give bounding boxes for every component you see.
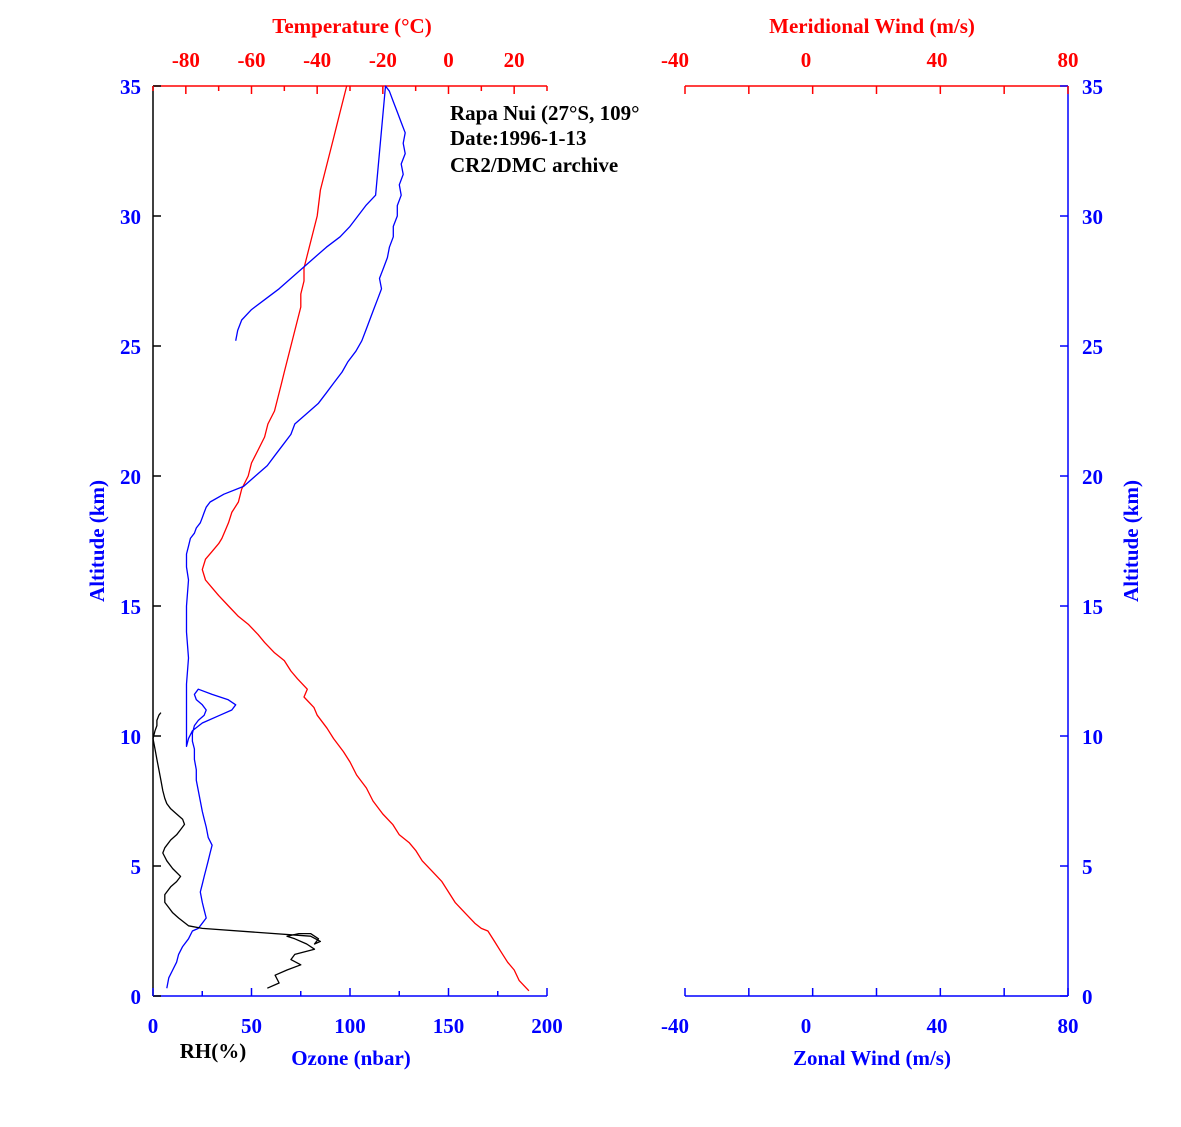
temperature-tick-label-1: -60	[238, 48, 266, 72]
left-altitude-tick-label-3: 15	[120, 595, 141, 619]
left-altitude-tick-label-7: 35	[120, 75, 141, 99]
zonal-tick-label-1: 0	[801, 1014, 812, 1038]
ozone-tick-label-1: 50	[241, 1014, 262, 1038]
rh-line	[152, 712, 322, 989]
right-altitude-tick-label-7: 35	[1082, 75, 1103, 99]
left-altitude-tick-label-0: 0	[131, 985, 142, 1009]
left-altitude-tick-label-1: 5	[131, 855, 142, 879]
zonal-tick-label-3: 80	[1058, 1014, 1079, 1038]
zonal-tick-label-2: 40	[927, 1014, 948, 1038]
left-panel: 0 5 10 15 20 25 30 35 -80 -60 -40 -20 0 20 0 50 100 150…	[85, 14, 640, 1070]
right-altitude-tick-label-4: 20	[1082, 465, 1103, 489]
meridional-tick-label-0: -40	[661, 48, 689, 72]
temperature-tick-label-3: -20	[369, 48, 397, 72]
meridional-tick-label-1: 0	[801, 48, 812, 72]
sounding-date: Date:1996-1-13	[450, 126, 586, 150]
right-altitude-tick-label-6: 30	[1082, 205, 1103, 229]
ozone-tick-label-3: 150	[433, 1014, 465, 1038]
left-altitude-tick-label-2: 10	[120, 725, 141, 749]
meridional-axis-title: Meridional Wind (m/s)	[769, 14, 975, 38]
temperature-tick-label-0: -80	[172, 48, 200, 72]
left-altitude-tick-label-5: 25	[120, 335, 141, 359]
data-archive: CR2/DMC archive	[450, 153, 618, 177]
station-name: Rapa Nui (27°S, 109°	[450, 101, 640, 125]
meridional-tick-label-3: 80	[1058, 48, 1079, 72]
left-altitude-tick-label-6: 30	[120, 205, 141, 229]
right-altitude-tick-label-0: 0	[1082, 985, 1093, 1009]
right-altitude-tick-label-3: 15	[1082, 595, 1103, 619]
right-altitude-tick-label-1: 5	[1082, 855, 1093, 879]
ozone-axis-title: Ozone (nbar)	[291, 1046, 411, 1070]
ozone-tick-label-4: 200	[531, 1014, 563, 1038]
ozone-line	[166, 85, 406, 989]
zonal-tick-label-0: -40	[661, 1014, 689, 1038]
ozone-tick-label-2: 100	[334, 1014, 366, 1038]
rh-axis-title: RH(%)	[180, 1039, 247, 1063]
temperature-tick-label-5: 20	[504, 48, 525, 72]
temperature-tick-label-2: -40	[303, 48, 331, 72]
meridional-tick-label-2: 40	[927, 48, 948, 72]
temperature-tick-label-4: 0	[443, 48, 454, 72]
left-altitude-tick-label-4: 20	[120, 465, 141, 489]
right-altitude-tick-label-2: 10	[1082, 725, 1103, 749]
left-altitude-label: Altitude (km)	[85, 480, 109, 602]
right-altitude-label: Altitude (km)	[1119, 480, 1143, 602]
right-panel: 0 5 10 15 20 25 30 35 -40 0 40 80 -40 0 40 80 Altitud…	[661, 14, 1143, 1070]
ozone-tick-label-0: 0	[148, 1014, 159, 1038]
temperature-axis-title: Temperature (°C)	[272, 14, 431, 38]
zonal-axis-title: Zonal Wind (m/s)	[793, 1046, 951, 1070]
temperature-line	[201, 85, 530, 992]
right-altitude-tick-label-5: 25	[1082, 335, 1103, 359]
